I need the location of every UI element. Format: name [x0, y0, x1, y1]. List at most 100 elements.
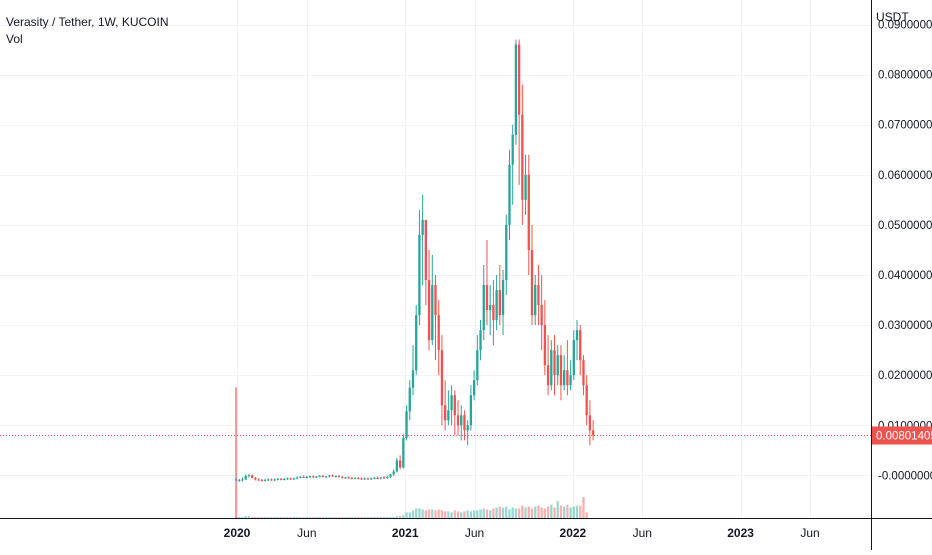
volume-bar [485, 509, 489, 518]
volume-bar [386, 517, 389, 518]
volume-bar [575, 505, 579, 518]
volume-bar [292, 517, 296, 518]
volume-bar [366, 517, 370, 518]
candle-body [469, 395, 473, 426]
volume-bar [305, 517, 309, 518]
volume-bar [472, 510, 476, 518]
candle-body [443, 405, 447, 421]
volume-bar [373, 517, 376, 518]
currency-label: USDT [876, 10, 909, 24]
candle-body [440, 350, 444, 406]
candle-body [550, 350, 553, 386]
candle-body [402, 437, 405, 468]
volume-bar [517, 508, 521, 518]
volume-bar [537, 505, 540, 518]
volume-bar [466, 510, 469, 518]
candle-body [424, 219, 428, 281]
volume-bar [566, 504, 569, 518]
volume-bar [370, 517, 373, 518]
candle-body [508, 164, 511, 225]
volume-bar [559, 505, 563, 518]
candle-body [421, 219, 424, 235]
y-tick-label: -0.00000000 [878, 470, 932, 482]
candle-body [456, 415, 460, 426]
x-tick-label: Jun [800, 526, 819, 540]
volume-bar [408, 512, 411, 518]
volume-bar [379, 517, 382, 518]
chart-title: Verasity / Tether, 1W, KUCOIN [6, 15, 169, 29]
candle-body [305, 476, 309, 478]
volume-bar [463, 511, 466, 518]
volume-bar [424, 510, 428, 518]
candle-body [546, 365, 550, 386]
volume-bar [563, 506, 566, 518]
candle-body [247, 475, 251, 477]
candle-body [308, 476, 312, 478]
volume-bar [247, 516, 251, 518]
candle-body [263, 479, 267, 481]
candle-body [482, 285, 485, 331]
candle-body [273, 479, 276, 481]
candle-body [324, 476, 328, 478]
volume-bar [415, 508, 418, 518]
candle-body [244, 475, 247, 480]
candle-body [511, 134, 514, 165]
volume-bar [347, 517, 350, 518]
volume-bar [296, 517, 299, 518]
volume-bar [337, 517, 341, 518]
candle-body [427, 280, 431, 341]
candle-body [588, 415, 592, 431]
candle-body [534, 285, 537, 316]
volume-bar [244, 516, 247, 518]
volume-bar [543, 508, 547, 518]
volume-bar [434, 510, 437, 518]
candle-body [353, 477, 357, 479]
candle-body [315, 476, 318, 478]
volume-bar [267, 517, 270, 518]
candle-body [591, 430, 595, 436]
volume-bar [421, 509, 424, 518]
candle-body [373, 477, 376, 479]
candle-body [398, 460, 402, 468]
volume-bar [469, 511, 473, 518]
candle-body [408, 387, 411, 412]
candle-body [463, 415, 466, 431]
volume-bar [556, 500, 559, 518]
candle-body [238, 479, 241, 481]
candle-body [537, 285, 540, 306]
candle-body [479, 330, 482, 351]
volume-bar [308, 517, 312, 518]
volume-bar [254, 517, 257, 518]
volume-bar [263, 517, 267, 518]
volume-bar [276, 517, 280, 518]
volume-bar [315, 517, 318, 518]
candle-body [386, 476, 389, 478]
candle-body [569, 375, 572, 386]
volume-bar [363, 517, 366, 518]
volume-label: Vol [6, 32, 23, 46]
volume-bar [312, 517, 315, 518]
volume-bar [353, 517, 357, 518]
volume-bar [376, 517, 379, 518]
candle-body [485, 285, 489, 311]
candle-body [234, 479, 238, 481]
x-tick-label: 2021 [392, 526, 419, 540]
volume-bar [527, 506, 530, 518]
candle-body [543, 325, 547, 366]
candle-body [582, 360, 585, 386]
candle-body [489, 305, 492, 311]
volume-bar [460, 512, 463, 518]
candle-body [251, 475, 254, 478]
candle-body [360, 478, 363, 480]
volume-bar [389, 517, 392, 518]
volume-bar [437, 509, 440, 518]
candle-body [331, 475, 334, 477]
candle-body [579, 330, 582, 361]
volume-bar [427, 509, 431, 518]
volume-bar [540, 507, 543, 518]
